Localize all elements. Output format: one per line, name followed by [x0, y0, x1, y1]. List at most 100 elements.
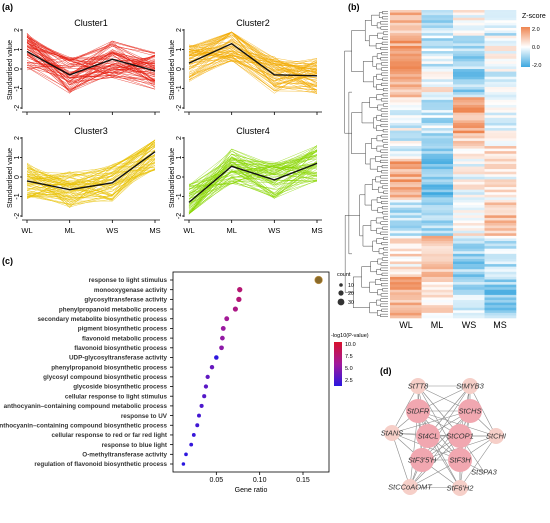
- heatmap-col-ml: ML: [431, 320, 444, 330]
- network-node-label: StCHS: [459, 407, 482, 416]
- cluster-4-ytick: 2: [176, 136, 183, 140]
- go-term-dot: [197, 413, 201, 418]
- cluster-2-mean-line: [188, 42, 318, 77]
- network-node-label: StCOP1: [446, 432, 474, 441]
- heatmap-col-ws: WS: [462, 320, 477, 330]
- heatmap-col-ms: MS: [493, 320, 507, 330]
- heatmap-cells: [390, 10, 517, 319]
- network-node-label: StMYB3: [456, 382, 484, 391]
- go-term-label: response to light stimulus: [89, 277, 168, 284]
- go-term-label: flavonoid biosynthetic process: [74, 345, 167, 352]
- go-term-label: glycoside biosynthetic process: [73, 384, 167, 391]
- go-term-label: monooxygenase activity: [94, 287, 168, 294]
- cluster-4-profiles: [188, 145, 318, 215]
- panel-label-b: (b): [348, 2, 360, 12]
- panel-label-a: (a): [2, 2, 13, 12]
- go-term-dot: [236, 296, 242, 303]
- go-term-labels: response to light stimulus monooxygenase …: [0, 277, 173, 468]
- dotplot-xtick: 0.05: [210, 477, 224, 484]
- network-node: [410, 448, 434, 472]
- pvalue-tick-10: 10.0: [345, 342, 356, 348]
- go-term-dot: [203, 384, 209, 389]
- go-term-dot: [189, 442, 194, 447]
- cluster-3-ytick: -1: [14, 193, 21, 199]
- network-node-label: St4CL: [418, 432, 439, 441]
- count-legend-dot-20: [338, 290, 344, 296]
- cluster-4-ytick: -1: [176, 193, 183, 199]
- cluster-4-ytick: -2: [176, 213, 183, 219]
- cluster-3-mean-line: [26, 151, 156, 191]
- cluster-4-xtick: MS: [311, 226, 322, 235]
- cluster-2-title: Cluster2: [236, 18, 270, 28]
- gene-network: StTT8 StMYB3 StDFR StCHS StANS St4CL StCOP1 StC…: [381, 378, 506, 496]
- cluster-1-profiles: [26, 32, 156, 94]
- pvalue-tick-7-5: 7.5: [345, 354, 353, 360]
- network-node: [448, 448, 472, 472]
- heatmap-panel: WL ML WS MS Z-score 2.0 0.0 -2.0: [344, 10, 546, 330]
- go-term-dot: [224, 316, 230, 322]
- cluster-3-xtick: WL: [21, 226, 32, 235]
- go-term-label: cellular response to red or far red ligh…: [52, 432, 168, 439]
- cluster-3-plot: Cluster3 -2 -1 0 1 2 WL ML WS MS: [14, 126, 161, 235]
- cluster-4-xtick: WS: [268, 226, 280, 235]
- dotplot-frame: [172, 271, 330, 473]
- cluster-3-xtick: ML: [64, 226, 74, 235]
- cluster-3-xtick: WS: [106, 226, 118, 235]
- cluster-1-ytick: 1: [14, 47, 21, 51]
- cluster-2-ytick: -2: [176, 105, 183, 111]
- network-node-label: StTT8: [408, 382, 429, 391]
- cluster-3-ytick: 2: [14, 136, 21, 140]
- cluster-plots: Standardised value Standardised value St…: [7, 18, 323, 235]
- cluster-3-ytick: 0: [14, 175, 21, 179]
- cluster-1-ytick: 0: [14, 67, 21, 71]
- go-term-label: glycosyl compound biosynthetic process: [43, 374, 167, 381]
- go-term-dot: [237, 287, 243, 293]
- network-node: [406, 399, 430, 423]
- go-term-dot: [219, 345, 224, 351]
- go-term-label: phenylpropanoid metabolic process: [59, 306, 168, 313]
- zscore-tick-high: 2.0: [532, 27, 540, 33]
- cluster-3-ytick: 1: [14, 155, 21, 159]
- go-term-dot: [214, 355, 219, 360]
- dotplot-xlabel: Gene ratio: [235, 487, 268, 494]
- network-node-label: StCHI: [486, 432, 506, 441]
- network-node: [402, 479, 418, 495]
- cluster-1-title: Cluster1: [74, 18, 108, 28]
- heatmap-col-wl: WL: [399, 320, 413, 330]
- cluster4-ylabel: Standardised value: [169, 148, 176, 208]
- network-node: [448, 424, 472, 448]
- dotplot-xtick: 0.10: [253, 477, 267, 484]
- cluster-3-title: Cluster3: [74, 126, 108, 136]
- cluster-2-ytick: 0: [176, 67, 183, 71]
- cluster-3-ytick: -2: [14, 213, 21, 219]
- go-term-dot: [205, 374, 210, 379]
- cluster-1-ytick: -2: [14, 105, 21, 111]
- network-node: [462, 378, 478, 394]
- go-enrichment-plot: response to light stimulus monooxygenase …: [0, 271, 369, 494]
- go-term-dot: [232, 306, 238, 312]
- go-term-label: glycosyltransferase activity: [84, 297, 167, 304]
- pvalue-colorbar: [334, 342, 342, 386]
- go-term-label: anthocyanin–containing compound metaboli…: [4, 403, 168, 410]
- cluster3-ylabel: Standardised value: [7, 148, 14, 208]
- zscore-tick-low: -2.0: [532, 63, 541, 69]
- count-legend-dot-30: [337, 298, 345, 306]
- go-term-label: pigment biosynthetic process: [78, 326, 168, 333]
- go-term-label: response to blue light: [102, 442, 168, 449]
- pvalue-legend-title: -log10(P-value): [331, 333, 369, 339]
- network-node-label: StSPA3: [471, 468, 498, 477]
- network-nodes: StTT8 StMYB3 StDFR StCHS StANS St4CL StCOP1 StC…: [381, 378, 506, 496]
- count-legend-20: 20: [348, 291, 354, 297]
- cluster1-ylabel: Standardised value: [7, 40, 14, 100]
- cluster-4-ytick: 0: [176, 175, 183, 179]
- go-term-label: flavonoid metabolic process: [82, 335, 168, 342]
- go-term-dots: [181, 275, 323, 466]
- go-term-dot: [199, 403, 204, 408]
- cluster-4-xtick: ML: [226, 226, 236, 235]
- cluster-4-mean-line: [188, 162, 318, 203]
- go-term-label: cellular response to light stimulus: [65, 393, 168, 400]
- dotplot-xticks: 0.05 0.10 0.15: [210, 472, 310, 484]
- count-legend-dot-10: [339, 283, 343, 287]
- dotplot-xtick: 0.15: [296, 477, 310, 484]
